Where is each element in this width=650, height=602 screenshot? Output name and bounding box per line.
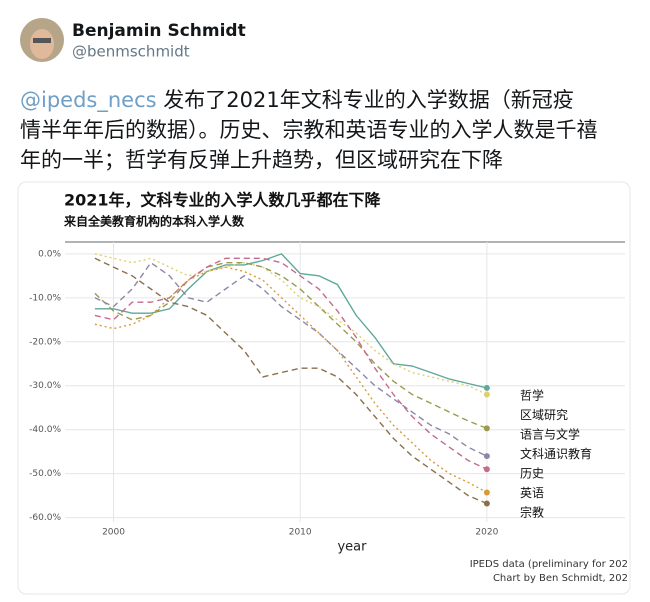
series-line <box>94 253 488 396</box>
end-point <box>483 466 490 473</box>
end-point <box>483 425 490 432</box>
tweet-line: 年的一半；哲学有反弹上升趋势，但区域研究在下降 <box>20 148 503 172</box>
footer: IPEDS data (preliminary for 202 <box>470 559 628 570</box>
legend-label: 英语 <box>520 486 544 500</box>
x-tick-label: 2020 <box>475 528 498 538</box>
series-line <box>94 266 488 494</box>
legend-label: 哲学 <box>520 388 544 403</box>
y-tick-label: -60.0% <box>29 513 61 523</box>
chart-title: 2021年，文科专业的入学人数几乎都在下降 <box>64 191 382 210</box>
y-tick-label: -20.0% <box>29 337 61 347</box>
y-tick-label: -10.0% <box>29 293 61 303</box>
series-line <box>94 253 488 389</box>
end-point <box>483 384 490 391</box>
chart-subtitle: 来自全美教育机构的本科入学人数 <box>63 214 245 229</box>
end-point <box>483 391 490 398</box>
end-point <box>483 500 490 507</box>
y-tick-label: -50.0% <box>29 469 61 479</box>
y-tick-label: 0.0% <box>38 249 61 259</box>
series-line <box>94 261 488 457</box>
x-tick-label: 2010 <box>289 528 312 538</box>
user-name[interactable]: Benjamin Schmidt <box>72 21 246 41</box>
x-axis-label: year <box>337 540 367 555</box>
tweet-line: 发布了2021年文科专业的入学数据（新冠疫 <box>157 88 574 112</box>
y-tick-label: -40.0% <box>29 425 61 435</box>
legend-label: 区域研究 <box>520 407 568 422</box>
x-tick-label: 2000 <box>102 528 125 538</box>
user-handle[interactable]: @benmschmidt <box>72 43 190 61</box>
tweet-line: 情半年年后的数据）。历史、宗教和英语专业的入学人数是千禧 <box>20 118 598 142</box>
y-tick-label: -30.0% <box>29 381 61 391</box>
tweet-text: @ipeds_necs 发布了2021年文科专业的入学数据（新冠疫 <box>20 88 574 113</box>
series-line <box>94 262 488 430</box>
legend-label: 语言与文学 <box>520 427 580 442</box>
mention[interactable]: @ipeds_necs <box>20 88 157 113</box>
avatar-face <box>30 29 54 59</box>
end-point <box>483 489 490 496</box>
legend-label: 历史 <box>520 467 544 481</box>
end-point <box>483 453 490 460</box>
legend-label: 文科通识教育 <box>520 446 592 461</box>
series-line <box>94 257 488 505</box>
footer: Chart by Ben Schmidt, 202 <box>493 573 628 584</box>
series-line <box>94 257 488 470</box>
legend-label: 宗教 <box>520 505 544 520</box>
chart-frame <box>17 181 631 595</box>
